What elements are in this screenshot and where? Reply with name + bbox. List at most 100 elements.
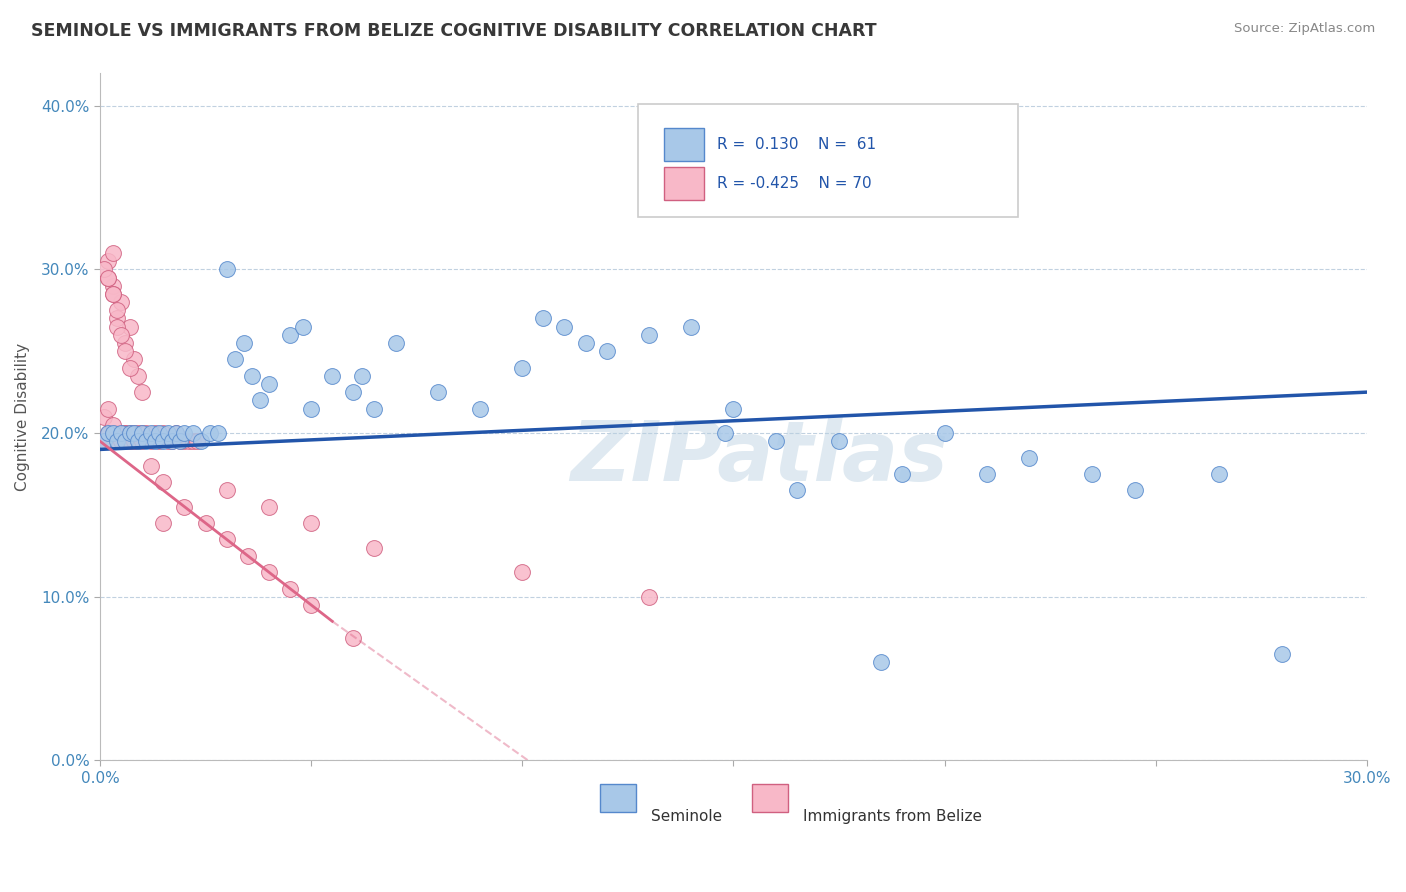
Point — [249, 393, 271, 408]
Point — [156, 425, 179, 440]
Point — [118, 319, 141, 334]
Point — [181, 434, 204, 449]
Point — [131, 425, 153, 440]
Point — [101, 417, 124, 432]
Point — [363, 541, 385, 555]
Point — [101, 425, 124, 440]
Point — [553, 319, 575, 334]
Point — [299, 516, 322, 530]
Point — [160, 434, 183, 449]
Point — [131, 434, 153, 449]
Point — [215, 262, 238, 277]
Point — [93, 434, 115, 449]
Point — [114, 425, 136, 440]
Point — [198, 425, 221, 440]
Point — [101, 287, 124, 301]
Point — [173, 434, 195, 449]
Point — [765, 434, 787, 449]
Text: ZIPatlas: ZIPatlas — [569, 417, 948, 499]
Point — [105, 434, 128, 449]
Point — [110, 425, 132, 440]
Point — [215, 483, 238, 498]
Point — [152, 425, 174, 440]
Point — [152, 516, 174, 530]
Point — [934, 425, 956, 440]
Point — [786, 483, 808, 498]
Point — [139, 434, 162, 449]
Point — [190, 434, 212, 449]
Text: Immigrants from Belize: Immigrants from Belize — [803, 808, 981, 823]
Point — [127, 425, 149, 440]
Point — [1018, 450, 1040, 465]
Point — [363, 401, 385, 416]
Point — [169, 434, 191, 449]
Point — [118, 425, 141, 440]
Point — [118, 425, 141, 440]
Point — [173, 500, 195, 514]
FancyBboxPatch shape — [638, 103, 1018, 218]
Point — [114, 425, 136, 440]
Point — [186, 434, 208, 449]
Point — [181, 425, 204, 440]
Point — [350, 368, 373, 383]
Point — [105, 319, 128, 334]
Point — [101, 287, 124, 301]
Point — [160, 434, 183, 449]
Point — [97, 254, 120, 268]
Point — [165, 425, 187, 440]
Point — [321, 368, 343, 383]
Point — [139, 425, 162, 440]
Point — [257, 376, 280, 391]
Point — [148, 434, 170, 449]
Y-axis label: Cognitive Disability: Cognitive Disability — [15, 343, 30, 491]
Point — [135, 425, 157, 440]
Point — [510, 565, 533, 579]
Point — [240, 368, 263, 383]
Point — [1271, 647, 1294, 661]
Point — [152, 475, 174, 490]
Point — [257, 565, 280, 579]
FancyBboxPatch shape — [752, 784, 787, 812]
Point — [299, 401, 322, 416]
Text: Seminole: Seminole — [651, 808, 723, 823]
Point — [224, 352, 246, 367]
Point — [194, 516, 217, 530]
Point — [468, 401, 491, 416]
Point — [342, 631, 364, 645]
Point — [97, 425, 120, 440]
Point — [122, 425, 145, 440]
FancyBboxPatch shape — [600, 784, 636, 812]
Point — [118, 434, 141, 449]
Point — [127, 434, 149, 449]
Point — [110, 425, 132, 440]
Point — [97, 401, 120, 416]
Point — [828, 434, 851, 449]
Point — [232, 336, 254, 351]
Point — [236, 549, 259, 563]
Point — [127, 368, 149, 383]
FancyBboxPatch shape — [664, 128, 704, 161]
Point — [105, 434, 128, 449]
Point — [97, 270, 120, 285]
Point — [135, 434, 157, 449]
Point — [575, 336, 598, 351]
Text: Source: ZipAtlas.com: Source: ZipAtlas.com — [1234, 22, 1375, 36]
Point — [93, 409, 115, 424]
Point — [714, 425, 737, 440]
Point — [105, 425, 128, 440]
Point — [173, 425, 195, 440]
Point — [291, 319, 314, 334]
Point — [97, 270, 120, 285]
Point — [1123, 483, 1146, 498]
Point — [278, 327, 301, 342]
Point — [105, 303, 128, 318]
Point — [510, 360, 533, 375]
Point — [110, 295, 132, 310]
Point — [143, 434, 166, 449]
Point — [1081, 467, 1104, 481]
Point — [122, 352, 145, 367]
Point — [152, 434, 174, 449]
Point — [1208, 467, 1230, 481]
Point — [131, 385, 153, 400]
Point — [131, 425, 153, 440]
